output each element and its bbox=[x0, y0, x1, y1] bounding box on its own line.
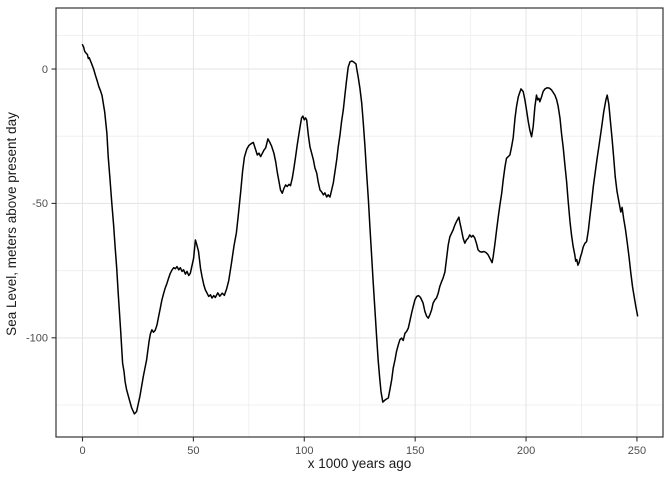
minor-gridlines bbox=[56, 8, 663, 437]
y-tick-label: -100 bbox=[26, 333, 48, 345]
x-tick-label: 50 bbox=[187, 445, 199, 457]
y-tick-label: 0 bbox=[42, 64, 48, 76]
panel-border bbox=[55, 7, 664, 438]
axis-tick-marks bbox=[51, 68, 638, 442]
x-tick-label: 200 bbox=[517, 445, 535, 457]
axis-tick-labels: 0 50 100 150 200 250 0 -50 -100 bbox=[26, 64, 646, 457]
x-tick-label: 100 bbox=[295, 445, 313, 457]
x-tick-label: 150 bbox=[406, 445, 424, 457]
y-tick-label: -50 bbox=[32, 198, 48, 210]
major-gridlines bbox=[56, 8, 663, 437]
sea-level-line bbox=[81, 44, 639, 415]
x-tick-label: 250 bbox=[628, 445, 646, 457]
x-tick-label: 0 bbox=[79, 445, 85, 457]
y-axis-title: Sea Level, meters above present day bbox=[4, 112, 19, 336]
x-axis-title: x 1000 years ago bbox=[308, 456, 412, 471]
